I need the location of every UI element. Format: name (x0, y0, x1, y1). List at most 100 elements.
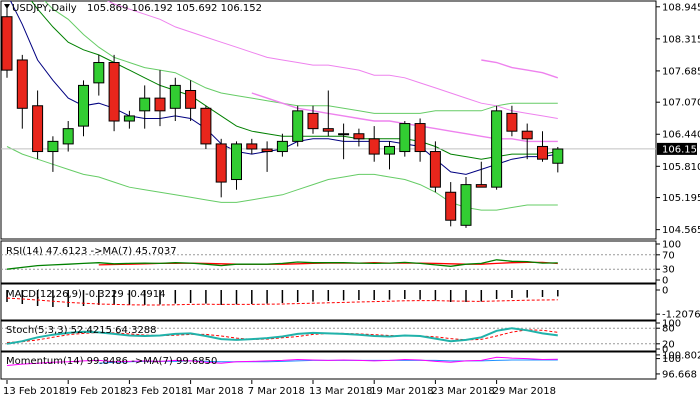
candle-body-bull (292, 110, 304, 142)
candle-body-bear (445, 191, 457, 221)
candle-body-bull (123, 115, 135, 122)
candle (414, 118, 426, 162)
macd-lines (6, 290, 559, 307)
candle (123, 110, 135, 129)
price-tick-label: 107.070 (662, 98, 700, 109)
price-tick-label: 107.685 (662, 66, 700, 77)
macd-signal-line (6, 297, 558, 306)
candle (384, 141, 395, 170)
candle-body-bear (307, 112, 319, 130)
last-price-box (657, 142, 697, 155)
candle (93, 54, 105, 96)
rsi-line (6, 259, 558, 270)
macd-axis: 0 -1.2076 (656, 286, 700, 321)
candle-body-bear (16, 59, 28, 109)
candle (231, 141, 242, 190)
candle (139, 85, 151, 129)
macd-tick-label: -1.2076 (662, 310, 700, 321)
candle (276, 133, 288, 157)
candle-body-bear (246, 143, 258, 150)
momentum-panel-frame (0, 351, 657, 380)
candle-body-bull (231, 143, 242, 181)
candle-body-bull (399, 123, 411, 153)
stoch-panel-frame (0, 320, 657, 352)
candle-body-bull (139, 97, 151, 112)
macd-tick-label: 0 (662, 286, 668, 297)
candle-body-bear (414, 123, 426, 153)
candles (1, 6, 564, 228)
candle-body-bear (475, 184, 487, 188)
candle-body-bull (491, 110, 503, 188)
stoch-tick-label: 0 (662, 345, 668, 356)
rsi-tick-label: 70 (662, 250, 675, 261)
candle (322, 90, 334, 137)
candle-body-bear (32, 105, 44, 153)
candle-body-bear (537, 145, 548, 160)
ma-line-1 (481, 59, 559, 79)
candle-body-bull (552, 148, 564, 164)
price-tick-label: 105.810 (662, 162, 700, 173)
candle (62, 121, 74, 152)
candle (292, 105, 304, 147)
price-tick-label: 106.440 (662, 130, 700, 141)
rsi-tick-label: 100 (662, 240, 681, 251)
candle (261, 141, 273, 172)
date-tick-label: 13 Feb 2018 (3, 386, 65, 397)
momentum-tick-label: 96.668 (662, 369, 697, 380)
momentum-panel: 100.8029100 96.668 Momentum(14) 99.8486 -… (0, 350, 700, 380)
candle (307, 105, 319, 134)
candle-body-bull (460, 184, 472, 226)
momentum-label: Momentum(14) 99.8486 ->MA(7) 99.6850 (6, 356, 217, 367)
candle-body-bull (93, 62, 105, 84)
candle-body-bull (384, 145, 395, 155)
candle (353, 128, 365, 147)
candle (200, 105, 212, 149)
ohlc-label: 105.869 106.192 105.692 106.152 (87, 3, 262, 14)
date-tick-label: 19 Mar 2018 (370, 386, 433, 397)
candle (506, 105, 518, 137)
rsi-panel-frame (0, 240, 657, 284)
price-tick-label: 105.195 (662, 193, 700, 204)
candle (16, 54, 28, 129)
candle-body-bear (429, 151, 441, 188)
candle-body-bear (368, 138, 380, 155)
momentum-lines (6, 356, 558, 366)
rsi-label: RSI(14) 47.6123 ->MA(7) 45.7037 (6, 246, 177, 257)
stoch-tick-label: 80 (662, 324, 675, 335)
candle (537, 131, 548, 162)
date-tick-label: 23 Feb 2018 (125, 386, 187, 397)
stoch-tick-label: 100 (662, 319, 681, 330)
candle-body-bull (169, 84, 181, 109)
candle-body-bear (506, 112, 518, 132)
rsi-tick-label: 0 (662, 276, 668, 287)
price-axis: 108.945 108.315 107.685 107.070 106.440 105.8… (656, 2, 700, 236)
candle (154, 70, 166, 127)
candle (521, 123, 533, 160)
macd-panel: 0 -1.2076 MACD(12,26,9) -0.3229 -0.4914 (0, 283, 700, 321)
date-tick-label: 19 Feb 2018 (64, 386, 126, 397)
rsi-lines (1, 254, 656, 270)
candle-body-bear (215, 143, 227, 183)
overlay-line-4 (106, 1, 558, 119)
date-tick-label: 13 Mar 2018 (309, 386, 372, 397)
symbol-label: USDJPY,Daily (12, 3, 77, 14)
candle-body-bear (261, 148, 273, 153)
date-tick-label: 23 Mar 2018 (431, 386, 494, 397)
date-tick-label: 7 Mar 2018 (248, 386, 305, 397)
candle (399, 121, 411, 157)
candle (47, 136, 59, 172)
price-tick-label: 104.565 (662, 225, 700, 236)
price-panel: 108.945 108.315 107.685 107.070 106.440 105.8… (0, 0, 700, 240)
rsi-tick-label: 30 (662, 265, 675, 276)
price-tick-label: 108.315 (662, 34, 700, 45)
candle (169, 77, 181, 122)
candle-body-bull (47, 140, 59, 153)
candle-body-bear (353, 133, 365, 140)
candle-body-bear (154, 97, 166, 112)
chart-menu-icon[interactable] (4, 4, 10, 9)
